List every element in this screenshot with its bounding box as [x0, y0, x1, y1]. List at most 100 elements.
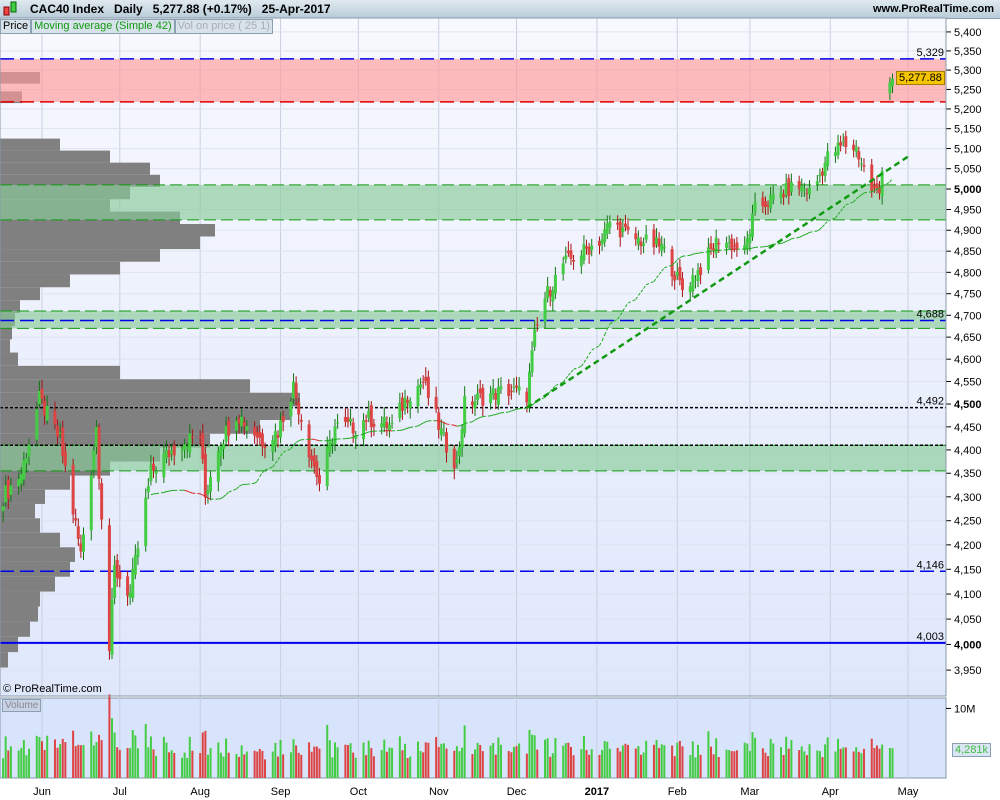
- candle-body: [818, 174, 822, 177]
- volume-bar: [416, 741, 419, 778]
- candle-body: [533, 329, 537, 347]
- y-tick-label: 4,350: [954, 468, 982, 480]
- candle-body: [37, 390, 41, 404]
- volume-bar: [787, 748, 790, 778]
- moving-average-segment: [824, 220, 829, 225]
- moving-average-segment: [493, 413, 496, 416]
- volume-bar: [238, 756, 241, 778]
- y-tick-label: 4,400: [954, 445, 982, 457]
- volume-bar: [292, 739, 295, 778]
- moving-average-segment: [259, 472, 263, 477]
- candle-body: [678, 267, 682, 281]
- volume-bar: [401, 750, 404, 778]
- volume-bar: [870, 738, 873, 778]
- candle-body: [100, 483, 104, 520]
- volume-bar: [372, 756, 375, 778]
- volume-bar: [842, 747, 845, 778]
- moving-average-segment: [363, 432, 367, 435]
- moving-average-segment: [277, 455, 281, 461]
- candle-body: [154, 471, 158, 474]
- site-link[interactable]: www.ProRealTime.com: [872, 3, 994, 15]
- volume-profile-bar: [0, 379, 250, 393]
- candle-body: [509, 390, 513, 393]
- volume-bar: [209, 747, 212, 778]
- moving-average-segment: [671, 262, 676, 266]
- candle-body: [551, 290, 555, 302]
- legend-price[interactable]: Price: [0, 19, 32, 34]
- volume-bar: [25, 755, 28, 778]
- moving-average-segment: [480, 416, 483, 418]
- volume-bar: [489, 745, 492, 778]
- moving-average-segment: [863, 191, 872, 194]
- y-tick-label: 5,200: [954, 104, 982, 116]
- candle-body: [515, 385, 519, 388]
- candle-body: [590, 245, 594, 250]
- x-tick-label: Feb: [668, 786, 687, 798]
- moving-average-segment: [236, 486, 240, 490]
- moving-average-segment: [606, 323, 611, 330]
- candle-body: [260, 433, 264, 447]
- volume-bar: [2, 758, 5, 778]
- candle-body: [390, 422, 394, 424]
- volume-bar: [699, 754, 702, 778]
- volume-bar: [404, 743, 407, 778]
- candle-body: [854, 146, 858, 152]
- candle-body: [403, 397, 407, 409]
- candle-body: [673, 274, 677, 281]
- candle-body: [826, 151, 830, 167]
- candle-body: [398, 402, 402, 419]
- moving-average-segment: [635, 295, 639, 300]
- candle-body: [24, 458, 28, 464]
- price-panel: [0, 18, 946, 696]
- candlestick-logo-icon: [3, 1, 17, 16]
- volume-bar: [256, 751, 259, 778]
- volume-bar: [183, 752, 186, 778]
- moving-average-segment: [617, 315, 621, 320]
- volume-bar: [844, 747, 847, 778]
- candle-body: [787, 178, 791, 196]
- legend-vol-on-price[interactable]: Vol on price ( 25 1): [174, 19, 273, 34]
- candle-body: [58, 432, 62, 434]
- moving-average-segment: [280, 452, 284, 457]
- moving-average-segment: [708, 250, 712, 253]
- moving-average-segment: [682, 254, 691, 257]
- volume-bar: [479, 744, 482, 778]
- moving-average-segment: [861, 192, 865, 196]
- volume-bar: [751, 732, 754, 778]
- moving-average-segment: [562, 378, 567, 383]
- candle-body: [478, 388, 482, 394]
- moving-average-segment: [246, 482, 255, 485]
- level-label: 4,003: [916, 631, 944, 643]
- candle-body: [769, 195, 773, 209]
- candle-body: [74, 517, 78, 521]
- volume-bar: [383, 739, 386, 778]
- candle-body: [489, 393, 493, 404]
- candle-body: [183, 444, 187, 450]
- volume-bar: [621, 745, 624, 778]
- level-label: 4,492: [916, 396, 944, 408]
- volume-bar: [440, 743, 443, 778]
- candle-body: [406, 399, 410, 404]
- candle-body: [743, 244, 747, 251]
- moving-average-segment: [806, 231, 810, 235]
- candle-body: [9, 485, 13, 495]
- moving-average-segment: [417, 423, 421, 427]
- volume-bar: [533, 735, 536, 778]
- candle-body: [727, 242, 731, 244]
- instrument-name: CAC40 Index: [30, 2, 105, 16]
- moving-average-segment: [404, 427, 408, 430]
- volume-bar: [17, 750, 20, 778]
- candle-body: [476, 393, 480, 401]
- volume-bar: [463, 725, 466, 778]
- volume-bar: [385, 751, 388, 778]
- volume-bar: [35, 735, 38, 778]
- candle-body: [452, 448, 456, 469]
- level-label: 5,329: [916, 47, 944, 59]
- volume-bar: [90, 731, 93, 778]
- volume-profile-bar: [0, 433, 210, 448]
- volume-bar: [346, 745, 349, 778]
- candle-body: [872, 185, 876, 188]
- legend-moving-average[interactable]: Moving average (Simple 42): [31, 19, 175, 34]
- volume-bar: [352, 752, 355, 778]
